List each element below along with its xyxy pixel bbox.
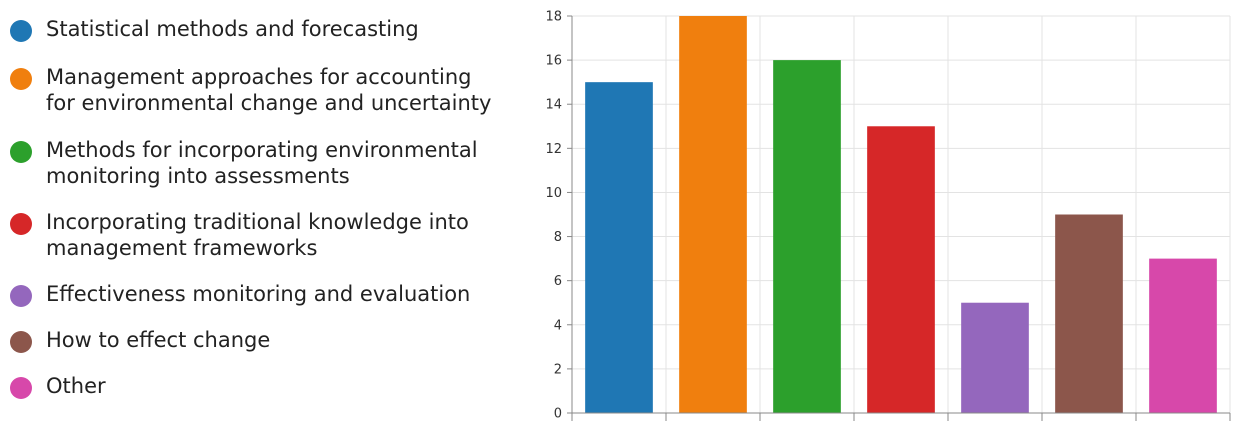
legend-item-management-approaches: Management approaches for accounting for…	[10, 64, 506, 116]
legend-label: Effectiveness monitoring and evaluation	[46, 282, 471, 306]
bar-4	[867, 126, 935, 414]
legend-marker-icon	[10, 141, 32, 163]
legend-label: Incorporating traditional knowledge into…	[46, 210, 469, 260]
y-tick-label: 10	[545, 186, 562, 201]
bar-6	[1055, 214, 1123, 413]
legend-item-effect-change: How to effect change	[10, 327, 506, 353]
bar-chart: 0 2 4 6 8 10 12 14 16 18	[545, 10, 1231, 422]
y-tick-label: 8	[554, 230, 562, 245]
bar-2	[679, 16, 747, 413]
legend-marker-icon	[10, 20, 32, 42]
legend-marker-icon	[10, 68, 32, 90]
bar-5	[961, 302, 1029, 413]
bar-1	[585, 82, 653, 414]
bar-7	[1149, 258, 1217, 413]
legend-item-effectiveness-monitoring: Effectiveness monitoring and evaluation	[10, 281, 506, 307]
legend-label: Other	[46, 374, 106, 398]
y-tick-label: 18	[545, 10, 562, 25]
legend-marker-icon	[10, 331, 32, 353]
legend-label: Methods for incorporating environmental …	[46, 138, 478, 188]
y-axis-ticks: 0 2 4 6 8 10 12 14 16 18	[545, 10, 572, 422]
y-tick-label: 16	[545, 54, 562, 69]
legend-item-statistical-methods: Statistical methods and forecasting	[10, 16, 506, 42]
legend-item-traditional-knowledge: Incorporating traditional knowledge into…	[10, 209, 506, 261]
legend-item-other: Other	[10, 373, 506, 399]
legend-marker-icon	[10, 377, 32, 399]
legend-marker-icon	[10, 285, 32, 307]
y-tick-label: 12	[545, 142, 562, 157]
bars	[585, 16, 1217, 414]
legend-marker-icon	[10, 213, 32, 235]
axes	[571, 16, 1230, 414]
y-tick-label: 4	[554, 318, 562, 333]
legend-label: How to effect change	[46, 328, 271, 352]
legend-label: Statistical methods and forecasting	[46, 17, 419, 41]
y-tick-label: 14	[545, 98, 562, 113]
y-tick-label: 0	[554, 407, 562, 422]
legend-item-environmental-monitoring: Methods for incorporating environmental …	[10, 137, 506, 189]
legend-label: Management approaches for accounting for…	[46, 65, 492, 115]
y-tick-label: 6	[554, 274, 562, 289]
y-tick-label: 2	[554, 362, 562, 377]
bar-3	[773, 60, 841, 413]
